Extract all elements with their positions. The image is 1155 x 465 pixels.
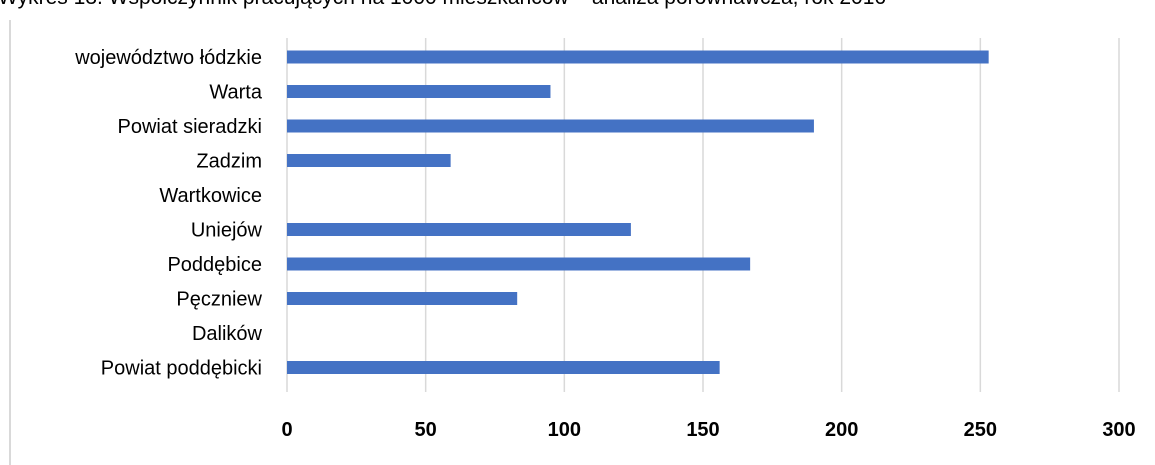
- category-label: Powiat sieradzki: [117, 116, 262, 138]
- bar: [287, 257, 751, 271]
- category-label: Poddębice: [167, 254, 262, 276]
- category-label: Powiat poddębicki: [101, 358, 262, 380]
- category-label: Zadzim: [196, 151, 262, 173]
- category-label: województwo łódzkie: [74, 47, 262, 69]
- bar: [287, 50, 989, 64]
- bar: [287, 292, 518, 305]
- bar: [287, 119, 814, 133]
- bar: [287, 223, 631, 236]
- bars: [287, 50, 989, 374]
- category-label: Dalików: [192, 323, 263, 345]
- x-tick-label: 100: [548, 419, 581, 441]
- grid-lines: [286, 38, 1120, 392]
- chart-frame: [9, 20, 1155, 465]
- x-tick-label: 50: [415, 419, 437, 441]
- x-tick-label: 200: [825, 419, 858, 441]
- category-label: Warta: [209, 82, 262, 104]
- bar: [287, 154, 451, 167]
- category-label: Uniejów: [191, 220, 263, 242]
- x-tick-label: 150: [686, 419, 719, 441]
- category-labels: województwo łódzkie Warta Powiat sieradzki…: [74, 47, 263, 380]
- category-label: Wartkowice: [159, 185, 262, 207]
- bar: [287, 85, 551, 98]
- chart-title: Wykres 13. Współczynnik pracujących na 1…: [0, 0, 886, 10]
- x-tick-label: 300: [1102, 419, 1135, 441]
- bar: [287, 361, 720, 374]
- x-tick-label: 250: [964, 419, 997, 441]
- category-label: Pęczniew: [176, 289, 262, 311]
- x-axis-tick-labels: 0 50 100 150 200 250 300: [281, 419, 1135, 441]
- x-tick-label: 0: [281, 419, 292, 441]
